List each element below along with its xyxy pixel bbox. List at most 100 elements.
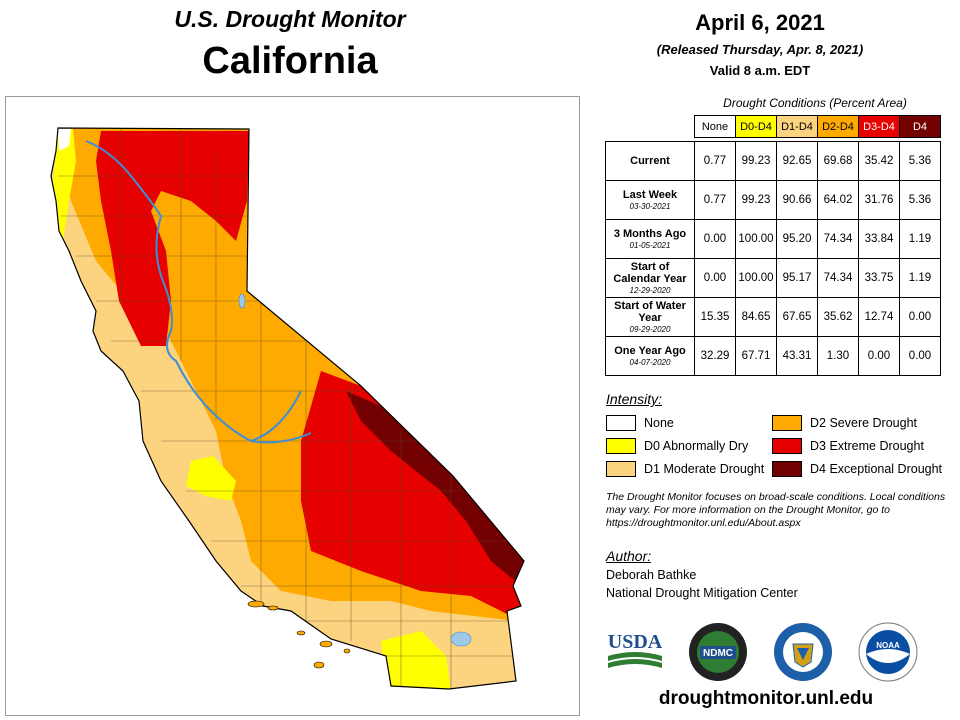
row-label: Start of Calendar Year 12-29-2020 bbox=[605, 258, 695, 298]
usda-logo: USDA bbox=[606, 628, 664, 672]
table-cell: 1.30 bbox=[817, 336, 859, 376]
legend-item-d0: D0 Abnormally Dry bbox=[606, 438, 748, 454]
row-label: One Year Ago 04-07-2020 bbox=[605, 336, 695, 376]
table-cell: 43.31 bbox=[776, 336, 818, 376]
commerce-seal bbox=[773, 622, 833, 682]
drought-stats-table: None D0-D4 D1-D4 D2-D4 D3-D4 D4 Current … bbox=[605, 115, 941, 376]
table-cell: 0.00 bbox=[694, 258, 736, 298]
author-name: Deborah Bathke bbox=[606, 568, 697, 582]
table-cell: 95.20 bbox=[776, 219, 818, 259]
row-date: 09-29-2020 bbox=[629, 324, 671, 334]
col-d0-d4: D0-D4 bbox=[735, 115, 777, 138]
table-cell: 67.65 bbox=[776, 297, 818, 337]
legend-swatch bbox=[772, 415, 802, 431]
table-cell: 0.77 bbox=[694, 141, 736, 181]
table-row: Start of Water Year 09-29-2020 15.35 84.6… bbox=[605, 297, 941, 337]
table-cell: 12.74 bbox=[858, 297, 900, 337]
noaa-logo: NOAA bbox=[858, 622, 918, 682]
col-none: None bbox=[694, 115, 736, 138]
legend-swatch bbox=[772, 438, 802, 454]
table-cell: 90.66 bbox=[776, 180, 818, 220]
table-cell: 0.00 bbox=[899, 297, 941, 337]
legend-label: D0 Abnormally Dry bbox=[644, 439, 749, 453]
table-cell: 1.19 bbox=[899, 258, 941, 298]
legend-swatch bbox=[606, 461, 636, 477]
table-cell: 31.76 bbox=[858, 180, 900, 220]
legend-swatch bbox=[606, 415, 636, 431]
table-cell: 69.68 bbox=[817, 141, 859, 181]
table-cell: 95.17 bbox=[776, 258, 818, 298]
table-row: Current 0.77 99.23 92.65 69.68 35.42 5.3… bbox=[605, 141, 941, 181]
table-cell: 84.65 bbox=[735, 297, 777, 337]
table-cell: 32.29 bbox=[694, 336, 736, 376]
d3-area-north bbox=[96, 131, 249, 346]
table-cell: 15.35 bbox=[694, 297, 736, 337]
row-label: Last Week 03-30-2021 bbox=[605, 180, 695, 220]
legend-item-d3: D3 Extreme Drought bbox=[772, 438, 924, 454]
none-area bbox=[58, 128, 71, 151]
row-date: 12-29-2020 bbox=[629, 285, 671, 295]
legend-item-d1: D1 Moderate Drought bbox=[606, 461, 764, 477]
channel-islands bbox=[247, 600, 351, 669]
release-date: (Released Thursday, Apr. 8, 2021) bbox=[656, 42, 864, 57]
legend-title: Intensity: bbox=[606, 391, 663, 407]
table-cell: 100.00 bbox=[735, 219, 777, 259]
table-cell: 99.23 bbox=[735, 141, 777, 181]
legend-label: D4 Exceptional Drought bbox=[810, 462, 943, 476]
col-d2-d4: D2-D4 bbox=[817, 115, 859, 138]
table-cell: 74.34 bbox=[817, 258, 859, 298]
legend-item-none: None bbox=[606, 415, 674, 431]
table-row: Start of Calendar Year 12-29-2020 0.00 10… bbox=[605, 258, 941, 298]
table-cell: 33.75 bbox=[858, 258, 900, 298]
legend-item-d4: D4 Exceptional Drought bbox=[772, 461, 942, 477]
lake-tahoe bbox=[238, 293, 246, 309]
svg-text:NOAA: NOAA bbox=[876, 641, 900, 650]
row-label: Start of Water Year 09-29-2020 bbox=[605, 297, 695, 337]
legend-label: D2 Severe Drought bbox=[810, 416, 918, 430]
map-title: U.S. Drought Monitor bbox=[174, 6, 406, 32]
legend-label: None bbox=[644, 416, 674, 430]
row-date: 04-07-2020 bbox=[629, 357, 671, 367]
disclaimer-note: The Drought Monitor focuses on broad-sca… bbox=[606, 491, 946, 529]
table-cell: 100.00 bbox=[735, 258, 777, 298]
svg-text:NDMC: NDMC bbox=[703, 648, 733, 659]
col-d3-d4: D3-D4 bbox=[858, 115, 900, 138]
table-cell: 0.00 bbox=[694, 219, 736, 259]
row-label: 3 Months Ago 01-05-2021 bbox=[605, 219, 695, 259]
d0-area-south bbox=[381, 631, 451, 689]
d3-area-east bbox=[301, 371, 524, 621]
legend-label: D3 Extreme Drought bbox=[810, 439, 924, 453]
legend-label: D1 Moderate Drought bbox=[644, 462, 765, 476]
d0-area-central bbox=[186, 456, 236, 501]
map-date: April 6, 2021 bbox=[695, 10, 825, 35]
row-label: Current bbox=[605, 141, 695, 181]
author-organization: National Drought Mitigation Center bbox=[606, 586, 798, 600]
author-heading: Author: bbox=[606, 548, 652, 564]
legend-swatch bbox=[606, 438, 636, 454]
table-cell: 5.36 bbox=[899, 141, 941, 181]
col-d1-d4: D1-D4 bbox=[776, 115, 818, 138]
state-outline bbox=[50, 127, 525, 690]
table-cell: 1.19 bbox=[899, 219, 941, 259]
row-date: 03-30-2021 bbox=[629, 201, 671, 211]
website-link[interactable]: droughtmonitor.unl.edu bbox=[658, 688, 874, 709]
legend-swatch bbox=[772, 461, 802, 477]
table-cell: 35.42 bbox=[858, 141, 900, 181]
table-cell: 35.62 bbox=[817, 297, 859, 337]
salton-sea bbox=[450, 631, 472, 647]
drought-map bbox=[5, 96, 580, 716]
d4-area bbox=[346, 391, 524, 586]
table-cell: 74.34 bbox=[817, 219, 859, 259]
california-map-svg bbox=[50, 127, 525, 690]
table-cell: 33.84 bbox=[858, 219, 900, 259]
table-row: Last Week 03-30-2021 0.77 99.23 90.66 64.… bbox=[605, 180, 941, 220]
d0-area-northcoast bbox=[53, 128, 76, 241]
ndmc-logo: NDMC bbox=[688, 622, 748, 682]
san-joaquin-river bbox=[250, 432, 312, 444]
row-date: 01-05-2021 bbox=[629, 240, 671, 250]
table-row: One Year Ago 04-07-2020 32.29 67.71 43.31… bbox=[605, 336, 941, 376]
table-cell: 0.77 bbox=[694, 180, 736, 220]
col-d4: D4 bbox=[899, 115, 941, 138]
table-row: 3 Months Ago 01-05-2021 0.00 100.00 95.20… bbox=[605, 219, 941, 259]
table-cell: 0.00 bbox=[858, 336, 900, 376]
